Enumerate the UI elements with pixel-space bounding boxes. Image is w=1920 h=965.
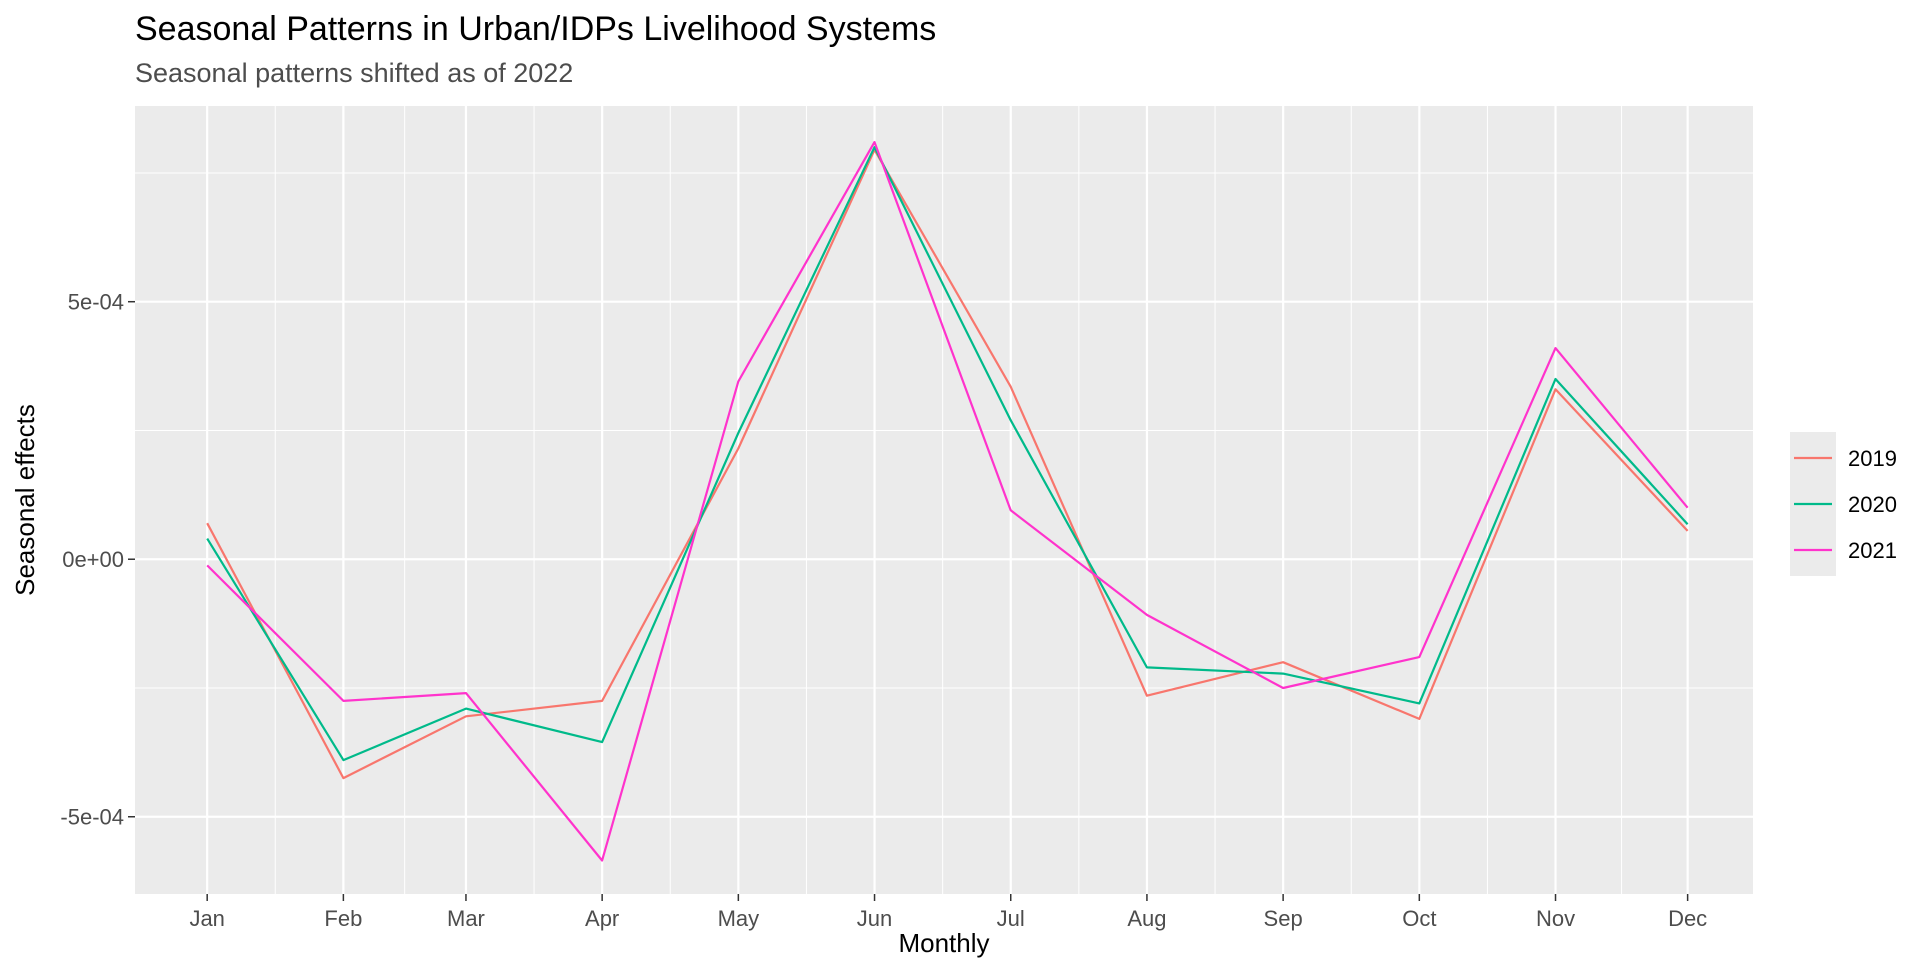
- x-tick-label: Oct: [1402, 906, 1436, 931]
- x-tick-label: Dec: [1668, 906, 1707, 931]
- y-tick-label: 5e-04: [68, 290, 124, 315]
- legend-label-2019: 2019: [1848, 446, 1897, 471]
- major-gridlines: [135, 106, 1753, 894]
- x-tick-label: Nov: [1536, 906, 1575, 931]
- chart-title: Seasonal Patterns in Urban/IDPs Liveliho…: [135, 10, 936, 48]
- x-tick-label: Apr: [585, 906, 619, 931]
- x-tick-label: Aug: [1127, 906, 1166, 931]
- y-axis-title: Seasonal effects: [10, 404, 40, 596]
- legend-label-2021: 2021: [1848, 538, 1897, 563]
- x-tick-label: Sep: [1264, 906, 1303, 931]
- legend-label-2020: 2020: [1848, 492, 1897, 517]
- x-axis-title: Monthly: [898, 928, 989, 958]
- y-tick-label: 0e+00: [62, 547, 124, 572]
- x-tick-label: Jan: [189, 906, 224, 931]
- series-line-2019: [206, 148, 1689, 780]
- legend: 2019 2020 2021: [1790, 432, 1897, 576]
- x-tick-label: May: [718, 906, 760, 931]
- series-line-2021: [206, 141, 1689, 862]
- x-tick-label: Mar: [447, 906, 485, 931]
- series-line-2020: [206, 146, 1689, 762]
- series-lines: [206, 141, 1689, 862]
- x-tick-label: Feb: [324, 906, 362, 931]
- x-axis: Jan Feb Mar Apr May Jun Jul Aug Sep Oct Nov Dec: [189, 894, 1707, 931]
- minor-gridlines: [135, 106, 1753, 894]
- x-tick-label: Jun: [857, 906, 892, 931]
- chart-subtitle: Seasonal patterns shifted as of 2022: [135, 58, 573, 88]
- x-tick-label: Jul: [997, 906, 1025, 931]
- y-tick-label: -5e-04: [60, 805, 124, 830]
- y-axis: -5e-04 0e+00 5e-04: [60, 290, 135, 830]
